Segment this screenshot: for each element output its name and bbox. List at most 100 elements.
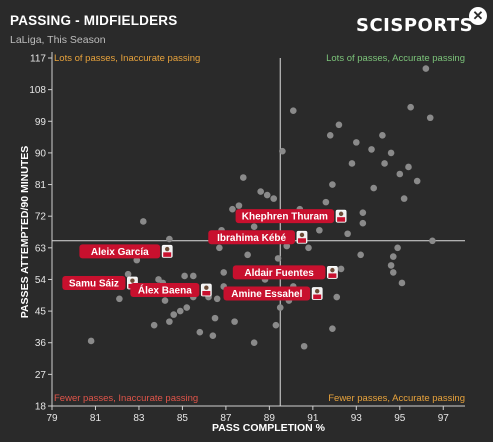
data-point — [413, 177, 421, 185]
y-tick-label: 81 — [35, 180, 47, 191]
player-avatar-head — [314, 289, 320, 294]
player-label-box — [62, 275, 126, 290]
y-tick-label: 27 — [35, 370, 47, 381]
data-point — [211, 314, 219, 322]
chart-title: PASSING - MIDFIELDERS — [10, 13, 178, 28]
x-tick-label: 85 — [177, 413, 189, 424]
data-point — [263, 191, 271, 199]
y-tick-label: 72 — [35, 212, 47, 223]
scisports-logo: SCISPORTS — [356, 15, 474, 36]
data-point — [170, 311, 178, 318]
player-avatar-shirt — [337, 217, 346, 222]
player-avatar-shirt — [328, 273, 337, 278]
data-point — [329, 181, 336, 188]
data-point — [344, 230, 351, 238]
data-point — [270, 195, 278, 202]
data-point — [139, 218, 147, 225]
data-point — [176, 307, 184, 315]
quadrant-label-bottom-right: Fewer passes, Accurate passing — [328, 393, 465, 404]
data-point — [231, 318, 238, 325]
data-point — [239, 174, 247, 181]
x-tick-label: 87 — [220, 413, 232, 424]
y-tick-label: 63 — [35, 243, 47, 254]
data-point — [166, 235, 173, 243]
data-point — [426, 114, 434, 122]
data-point — [189, 272, 197, 280]
data-point — [348, 160, 356, 167]
data-point — [283, 242, 291, 250]
data-point — [181, 272, 188, 280]
data-point — [322, 198, 330, 206]
data-point — [389, 269, 397, 276]
player-label-box — [223, 286, 311, 301]
player-label: Aleix García — [91, 247, 149, 258]
quadrant-label-bottom-left: Fewer passes, Inaccurate passing — [54, 393, 198, 404]
y-tick-label: 90 — [35, 148, 47, 159]
data-point — [279, 147, 286, 155]
data-point — [196, 328, 204, 336]
data-point — [235, 202, 243, 209]
data-point — [150, 321, 158, 329]
y-tick-label: 99 — [35, 117, 47, 128]
player-avatar-head — [130, 278, 135, 283]
close-icon[interactable]: ✕ — [469, 7, 487, 25]
data-point — [337, 265, 345, 273]
player-label-box — [208, 230, 295, 245]
x-tick-label: 79 — [46, 413, 58, 424]
player-label-box — [232, 265, 326, 280]
y-tick-label: 54 — [35, 275, 47, 286]
data-point — [370, 184, 378, 192]
player-label-box — [235, 209, 335, 224]
y-tick-label: 45 — [35, 307, 47, 318]
x-tick-label: 91 — [307, 413, 319, 424]
data-point — [257, 188, 264, 195]
quadrant-label-top-left: Lots of passes, Inaccurate passing — [54, 53, 200, 64]
player-avatar-head — [299, 232, 305, 238]
data-point — [305, 244, 312, 252]
data-point — [357, 251, 364, 259]
player-label: Samu Sáiz — [69, 278, 119, 289]
data-point — [387, 149, 395, 157]
data-point — [124, 270, 132, 278]
data-point — [316, 226, 323, 234]
player-avatar-head — [165, 246, 170, 252]
data-point — [353, 139, 360, 146]
data-point — [359, 219, 367, 227]
data-point — [368, 146, 375, 153]
data-point — [276, 304, 284, 311]
y-tick-label: 36 — [35, 338, 47, 349]
data-point — [216, 244, 223, 252]
data-point — [335, 121, 343, 129]
data-point — [381, 160, 388, 167]
data-point — [166, 318, 173, 325]
chart-subtitle: LaLiga, This Season — [10, 34, 106, 46]
data-point — [213, 295, 221, 303]
x-tick-label: 93 — [351, 413, 363, 424]
data-point — [209, 332, 217, 339]
player-label-box — [130, 283, 200, 297]
x-tick-label: 97 — [438, 413, 450, 424]
x-tick-label: 89 — [264, 413, 276, 424]
data-point — [387, 262, 395, 269]
player-avatar-head — [204, 285, 209, 290]
y-tick-label: 18 — [35, 402, 47, 413]
y-tick-label: 117 — [30, 54, 46, 65]
player-avatar-shirt — [202, 291, 211, 296]
player-label: Aldair Fuentes — [244, 268, 314, 279]
x-tick-label: 83 — [133, 413, 145, 424]
data-point — [300, 342, 308, 350]
data-point — [229, 205, 236, 213]
player-avatar-head — [330, 267, 335, 273]
x-tick-label: 81 — [90, 413, 102, 424]
data-point — [250, 339, 258, 347]
data-point — [250, 223, 258, 231]
data-point — [429, 237, 436, 245]
data-point — [133, 256, 141, 264]
y-tick-label: 108 — [29, 85, 46, 96]
data-point — [396, 170, 404, 178]
data-point — [183, 304, 191, 311]
data-point — [289, 107, 297, 115]
data-point — [87, 337, 95, 345]
data-point — [394, 244, 401, 252]
player-label: Álex Baena — [138, 284, 192, 297]
